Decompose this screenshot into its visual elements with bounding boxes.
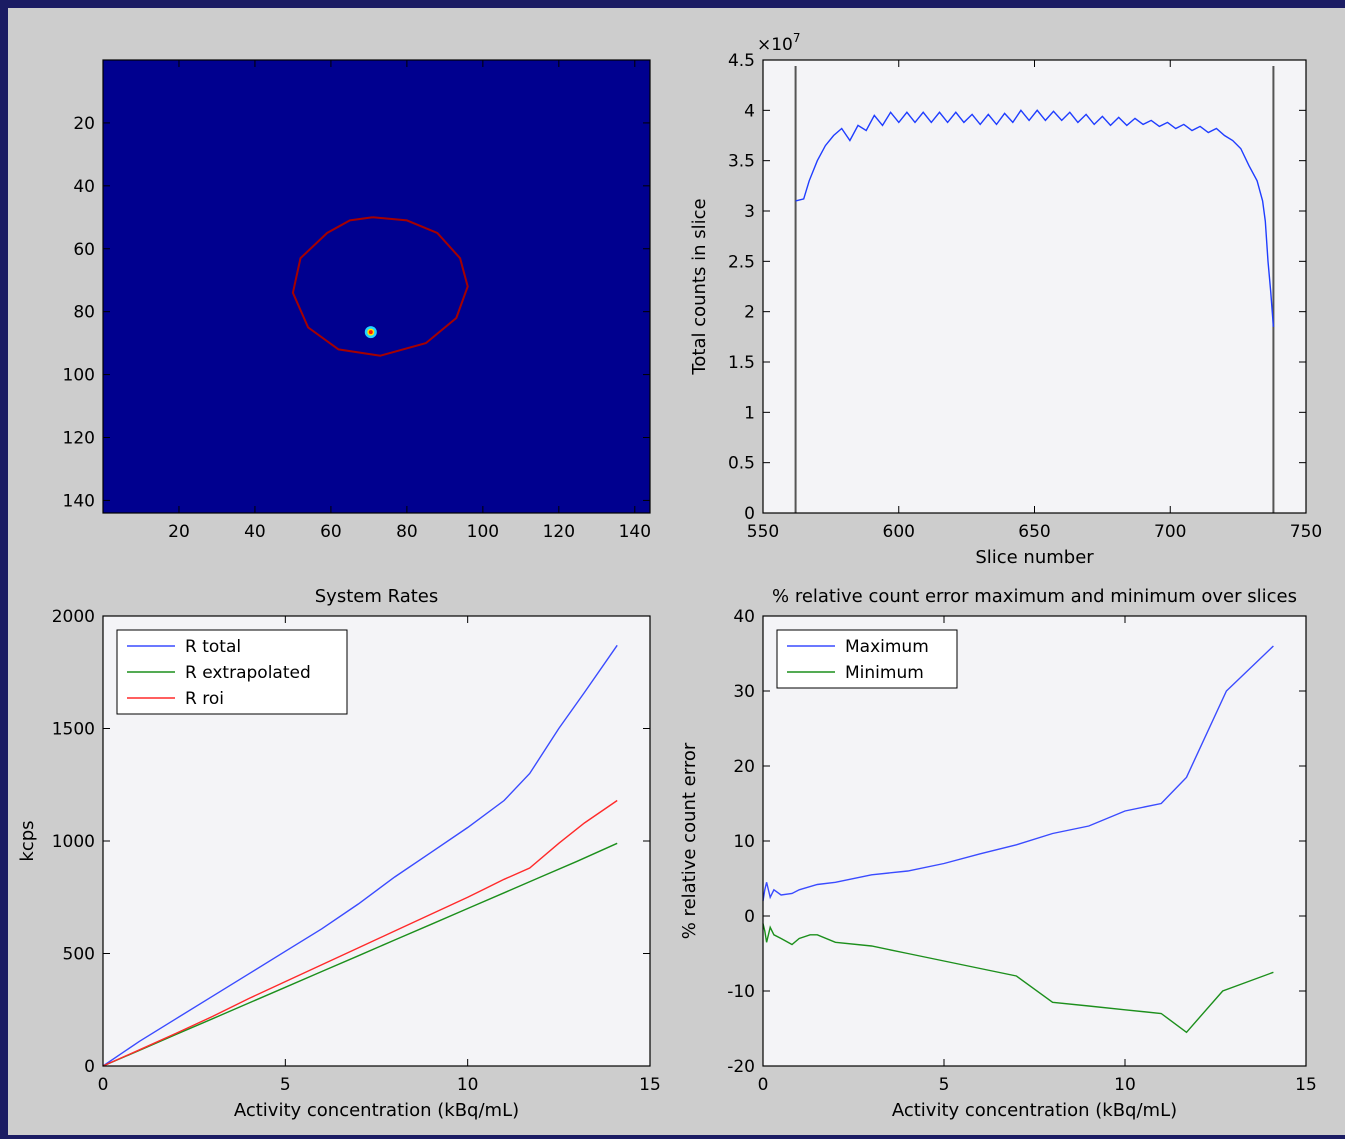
series-line-maximum — [762, 645, 1274, 902]
axes-frame — [762, 59, 1307, 514]
system-rates-panel: 0 5 10 15 0 500 1000 1500 2000 System Rates Acti… — [17, 586, 661, 1121]
y-tick-label: 4 — [744, 101, 755, 121]
y-tick-label: 2 — [744, 303, 755, 323]
legend: R total R extrapolated R roi — [116, 629, 348, 715]
x-axis-label: Activity concentration (kBq/mL) — [892, 1100, 1177, 1121]
slice-counts-plot-area — [763, 60, 1306, 513]
x-tick-label: 550 — [747, 522, 779, 542]
y-tick-label: 4.5 — [728, 51, 755, 71]
y-tick-label: 80 — [73, 303, 95, 323]
series-line-r-roi — [102, 799, 618, 1067]
legend-label: R roi — [185, 689, 224, 709]
y-axis-label: Total counts in slice — [689, 198, 710, 375]
y-tick-label: 20 — [733, 757, 755, 777]
x-tick-label: 15 — [639, 1075, 661, 1095]
legend-label: R total — [185, 637, 241, 657]
y-axis-label: % relative count error — [679, 742, 700, 939]
series-line-r-total — [102, 644, 618, 1067]
count-error-panel: 0 5 10 15 -20 -10 0 10 20 30 40 % relative count e… — [679, 586, 1317, 1121]
heatmap-image — [103, 60, 650, 513]
y-tick-label: 1500 — [52, 720, 95, 740]
contour-line — [291, 216, 469, 357]
x-tick-label: 100 — [467, 522, 499, 542]
x-axis-label: Activity concentration (kBq/mL) — [234, 1100, 519, 1121]
y-tick-label: 10 — [733, 832, 755, 852]
y-tick-label: 0 — [84, 1057, 95, 1077]
x-tick-label: 700 — [1154, 522, 1186, 542]
legend-label: Minimum — [845, 663, 924, 683]
x-tick-label: 40 — [244, 522, 266, 542]
series-line-counts — [795, 109, 1275, 327]
y-tick-label: 1000 — [52, 832, 95, 852]
x-tick-label: 80 — [396, 522, 418, 542]
x-tick-label: 5 — [939, 1075, 950, 1095]
y-tick-label: 0.5 — [728, 454, 755, 474]
y-tick-label: 140 — [63, 491, 95, 511]
y-tick-label: 2000 — [52, 607, 95, 627]
slice-counts-panel: 550 600 650 700 750 0 0.5 1 1.5 2 2.5 3 3.5 4 4.5 Slic… — [689, 31, 1322, 568]
y-tick-label: 500 — [63, 945, 95, 965]
chart-title: % relative count error maximum and minim… — [772, 586, 1297, 607]
series-line-minimum — [762, 923, 1274, 1034]
y-tick-label: 30 — [733, 682, 755, 702]
y-tick-label: 3.5 — [728, 152, 755, 172]
y-tick-label: 1 — [744, 403, 755, 423]
y-tick-label: 60 — [73, 240, 95, 260]
x-tick-label: 0 — [758, 1075, 769, 1095]
x-tick-label: 120 — [543, 522, 575, 542]
y-tick-label: 1.5 — [728, 353, 755, 373]
x-tick-label: 650 — [1018, 522, 1050, 542]
y-tick-label: 3 — [744, 202, 755, 222]
exponent-base: ×10 — [757, 35, 793, 55]
axis-exponent-label: ×107 — [757, 31, 801, 55]
x-tick-label: 140 — [619, 522, 651, 542]
x-tick-label: 15 — [1295, 1075, 1317, 1095]
legend-label: R extrapolated — [185, 663, 311, 683]
y-tick-label: 0 — [744, 907, 755, 927]
x-tick-label: 600 — [883, 522, 915, 542]
y-tick-label: 120 — [63, 429, 95, 449]
y-tick-label: 40 — [733, 607, 755, 627]
count-error-plot-area — [763, 616, 1306, 1066]
legend-label: Maximum — [845, 637, 929, 657]
heatmap-panel: 20 40 60 80 100 120 140 20 40 60 80 100 120 140 — [63, 59, 651, 542]
x-tick-label: 5 — [280, 1075, 291, 1095]
x-tick-label: 0 — [98, 1075, 109, 1095]
x-tick-label: 10 — [457, 1075, 479, 1095]
series-line-r-extrapolated — [102, 842, 618, 1067]
figure: 20 40 60 80 100 120 140 20 40 60 80 100 120 140 550 60… — [8, 8, 1345, 1135]
y-axis-label: kcps — [17, 820, 38, 861]
x-tick-label: 20 — [168, 522, 190, 542]
hotspot-core — [368, 330, 373, 335]
y-tick-label: -20 — [727, 1057, 755, 1077]
y-tick-label: 100 — [63, 366, 95, 386]
legend: Maximum Minimum — [776, 629, 958, 689]
y-tick-label: -10 — [727, 982, 755, 1002]
exponent-power: 7 — [793, 31, 801, 45]
y-tick-label: 20 — [73, 114, 95, 134]
x-tick-label: 10 — [1114, 1075, 1136, 1095]
y-tick-label: 0 — [744, 504, 755, 524]
chart-title: System Rates — [315, 586, 439, 607]
axes-frame — [102, 615, 651, 1067]
y-tick-label: 2.5 — [728, 252, 755, 272]
y-tick-label: 40 — [73, 177, 95, 197]
x-tick-label: 60 — [320, 522, 342, 542]
axes-frame — [102, 59, 651, 514]
x-tick-label: 750 — [1290, 522, 1322, 542]
axes-frame — [762, 615, 1307, 1067]
legend-box — [776, 629, 958, 689]
x-axis-label: Slice number — [975, 547, 1094, 568]
